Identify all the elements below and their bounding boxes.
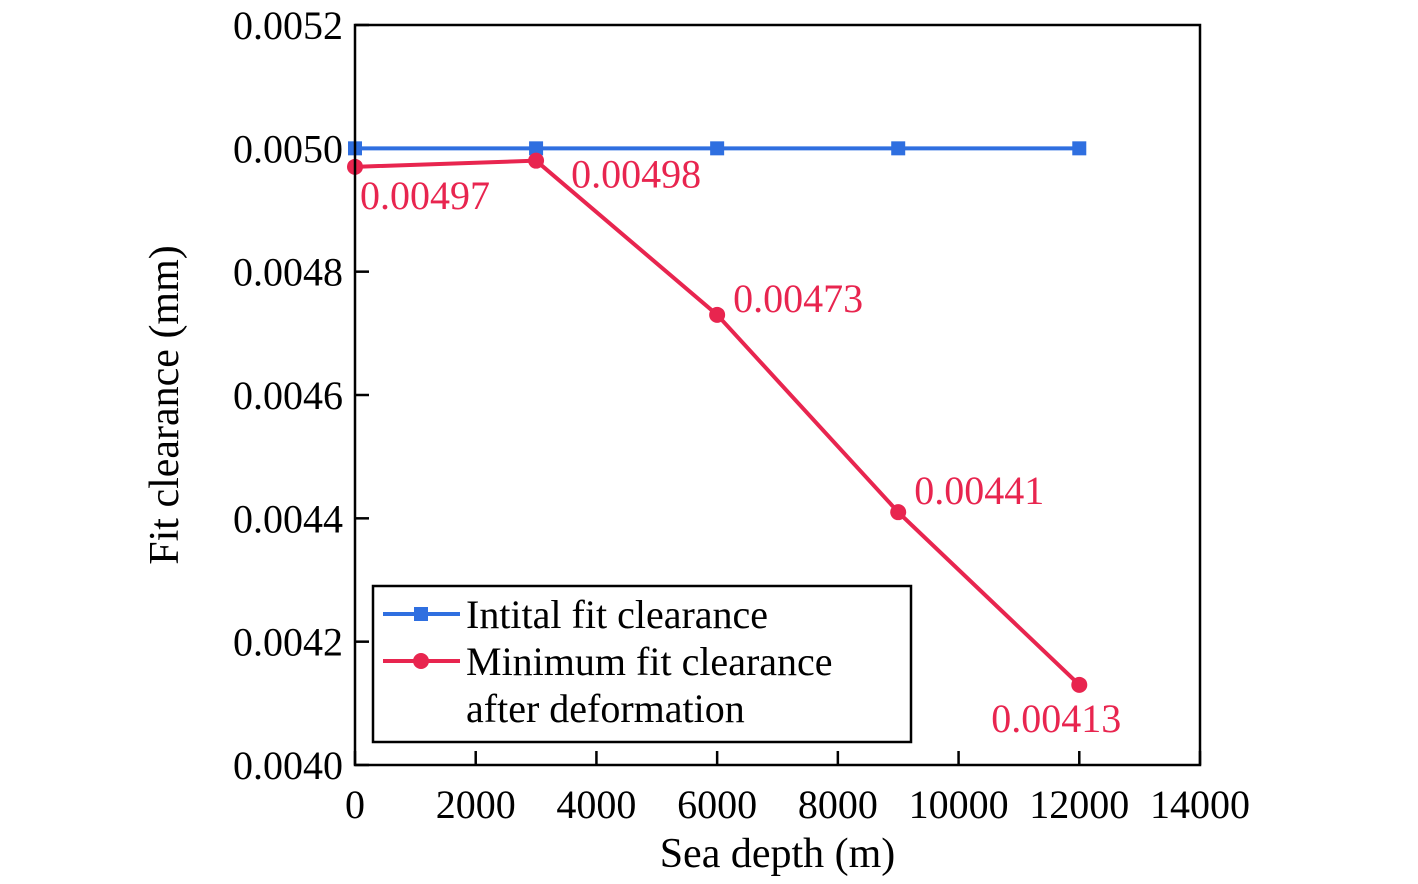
- y-tick-label: 0.0052: [233, 3, 343, 48]
- axis-ticks: 0 2000 4000 6000 8000 10000 12000 14000 0.0040 0.…: [233, 3, 1250, 827]
- y-tick-label: 0.0042: [233, 620, 343, 665]
- x-tick-label: 6000: [677, 782, 757, 827]
- x-tick-label: 8000: [798, 782, 878, 827]
- data-point: [1071, 676, 1088, 693]
- legend-marker: [414, 607, 428, 621]
- data-point: [891, 141, 906, 156]
- y-tick-label: 0.0044: [233, 496, 343, 541]
- y-tick-label: 0.0040: [233, 743, 343, 788]
- data-point: [890, 504, 907, 521]
- legend-label: Minimum fit clearance: [466, 639, 833, 684]
- x-tick-label: 2000: [436, 782, 516, 827]
- x-tick-label: 0: [345, 782, 365, 827]
- plot-frame: [353, 23, 1202, 767]
- data-label: 0.00498: [571, 152, 701, 197]
- x-tick-label: 10000: [909, 782, 1009, 827]
- data-labels: 0.00497 0.00498 0.00473 0.00441 0.00413: [360, 152, 1121, 741]
- legend-item: Intital fit clearance: [383, 592, 768, 637]
- data-label: 0.00473: [733, 276, 863, 321]
- y-axis-title: Fit clearance (mm): [142, 245, 188, 565]
- data-point: [710, 141, 725, 156]
- data-label: 0.00413: [991, 696, 1121, 741]
- data-point: [709, 306, 726, 323]
- data-point: [528, 152, 545, 169]
- x-tick-label: 12000: [1029, 782, 1129, 827]
- legend-label: after deformation: [466, 686, 745, 731]
- y-tick-label: 0.0050: [233, 126, 343, 171]
- x-tick-label: 4000: [556, 782, 636, 827]
- y-tick-label: 0.0046: [233, 373, 343, 418]
- series-2: [347, 152, 1088, 693]
- x-axis-title: Sea depth (m): [660, 831, 896, 877]
- data-point: [529, 141, 544, 156]
- legend-label: Intital fit clearance: [466, 592, 768, 637]
- legend-box: [371, 584, 913, 744]
- data-point: [1072, 141, 1087, 156]
- x-tick-label: 14000: [1150, 782, 1250, 827]
- data-series: [347, 141, 1088, 693]
- legend-marker: [413, 653, 429, 669]
- y-tick-label: 0.0048: [233, 250, 343, 295]
- data-label: 0.00497: [360, 173, 490, 218]
- data-label: 0.00441: [914, 468, 1044, 513]
